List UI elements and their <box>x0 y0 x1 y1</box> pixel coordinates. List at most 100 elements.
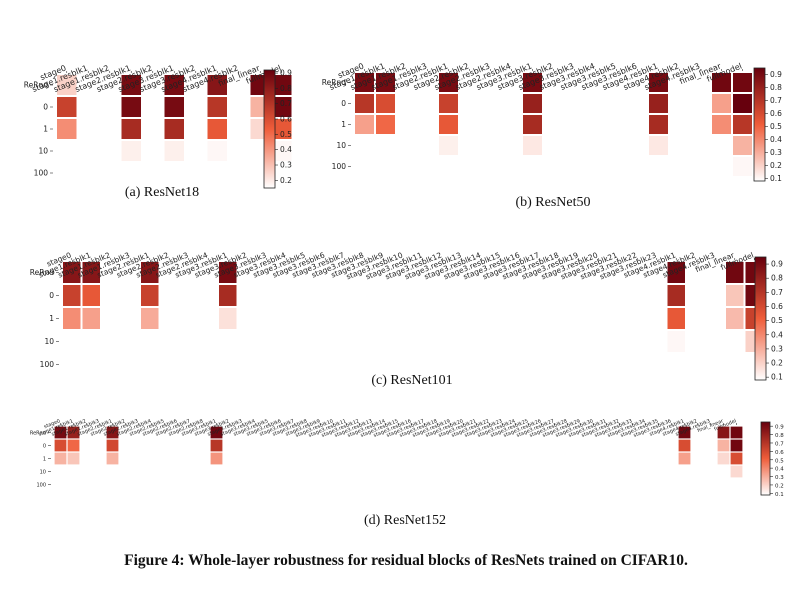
heatmap-cell <box>314 452 327 465</box>
heatmap-cell <box>340 426 353 439</box>
heatmap-cell <box>197 452 210 465</box>
heatmap-cell <box>119 439 132 452</box>
heatmap-cell <box>733 136 752 155</box>
heatmap-cell <box>397 157 416 176</box>
heatmap-cell <box>418 94 437 113</box>
row-label: 10 <box>38 147 48 156</box>
colorbar-tick-label: 0.3 <box>770 148 782 157</box>
heatmap-cell <box>54 426 67 439</box>
heatmap-cell <box>197 478 210 491</box>
heatmap-cell <box>548 478 561 491</box>
heatmap-cell <box>628 308 646 329</box>
colorbar-tick-label: 0.3 <box>775 475 784 481</box>
heatmap-cell <box>433 331 451 352</box>
heatmap-cell <box>535 478 548 491</box>
heatmap-cell <box>93 439 106 452</box>
heatmap-cell <box>184 439 197 452</box>
heatmap-cell <box>141 285 159 306</box>
heatmap-cell <box>589 331 607 352</box>
heatmap-cell <box>492 285 510 306</box>
heatmap-cell <box>492 354 510 375</box>
heatmap-cell <box>433 308 451 329</box>
heatmap-cell <box>275 465 288 478</box>
heatmap-cell <box>548 452 561 465</box>
colorbar <box>754 256 767 381</box>
colorbar-tick-label: 0.8 <box>771 274 783 283</box>
heatmap-cell <box>63 354 81 375</box>
heatmap-cell <box>418 439 431 452</box>
heatmap-cell <box>523 157 542 176</box>
heatmap-cell <box>730 465 743 478</box>
colorbar-tick-label: 0.8 <box>775 433 784 439</box>
heatmap-cell <box>704 465 717 478</box>
heatmap-cell <box>121 331 139 352</box>
heatmap-cell <box>550 354 568 375</box>
heatmap-cell <box>712 157 731 176</box>
heatmap-cell <box>375 262 393 283</box>
heatmap-cell <box>523 94 542 113</box>
heatmap-cell <box>470 478 483 491</box>
heatmap-cell <box>249 439 262 452</box>
heatmap-cell <box>379 426 392 439</box>
heatmap-cell <box>483 426 496 439</box>
heatmap-cell <box>648 308 666 329</box>
heatmap-cell <box>483 465 496 478</box>
heatmap-cell <box>262 478 275 491</box>
heatmap-cell <box>639 478 652 491</box>
heatmap-cell <box>236 465 249 478</box>
heatmap-cell <box>132 439 145 452</box>
heatmap-cell <box>186 141 206 161</box>
heatmap-cell <box>277 308 295 329</box>
heatmap-cell <box>210 465 223 478</box>
heatmap-cell <box>238 308 256 329</box>
heatmap-cell <box>102 331 120 352</box>
heatmap-cell <box>405 452 418 465</box>
heatmap-cell <box>301 465 314 478</box>
heatmap-cell <box>649 73 668 92</box>
heatmap-cell <box>106 465 119 478</box>
heatmap-cell <box>63 285 81 306</box>
heatmap-cell <box>392 426 405 439</box>
heatmap-cell <box>691 426 704 439</box>
row-label: 1 <box>341 120 346 129</box>
heatmap-cell <box>565 157 584 176</box>
heatmap-cell <box>93 426 106 439</box>
panel-caption: (a) ResNet18 <box>125 185 199 200</box>
heatmap-cell <box>379 465 392 478</box>
heatmap-cell <box>375 308 393 329</box>
heatmap-cell <box>197 465 210 478</box>
heatmap-cell <box>392 439 405 452</box>
heatmap-cell <box>687 308 705 329</box>
row-label: 100 <box>34 169 49 178</box>
heatmap-cell <box>171 439 184 452</box>
heatmap-cell <box>171 465 184 478</box>
heatmap-cell <box>316 262 334 283</box>
heatmap-cell <box>229 97 249 117</box>
heatmap-cell <box>628 73 647 92</box>
heatmap-cell <box>57 163 77 183</box>
heatmap-cell <box>160 285 178 306</box>
heatmap-cell <box>100 141 120 161</box>
heatmap-cell <box>297 285 315 306</box>
heatmap-cell <box>143 163 163 183</box>
heatmap-cell <box>550 331 568 352</box>
heatmap-cell <box>544 157 563 176</box>
heatmap-cell <box>340 478 353 491</box>
heatmap-cell <box>652 478 665 491</box>
colorbar-tick-label: 0.2 <box>280 176 292 185</box>
heatmap-cell <box>184 465 197 478</box>
heatmap-cell <box>730 426 743 439</box>
heatmap-cell <box>609 285 627 306</box>
heatmap-cell <box>375 285 393 306</box>
heatmap-cell <box>509 478 522 491</box>
heatmap-cell <box>678 452 691 465</box>
heatmap-cell <box>496 439 509 452</box>
heatmap-cell <box>67 426 80 439</box>
heatmap-cell <box>54 478 67 491</box>
heatmap-cell <box>100 97 120 117</box>
heatmap-cell <box>106 439 119 452</box>
heatmap-cell <box>272 163 292 183</box>
heatmap-cell <box>418 136 437 155</box>
heatmap-cell <box>219 308 237 329</box>
heatmap-cell <box>78 141 98 161</box>
